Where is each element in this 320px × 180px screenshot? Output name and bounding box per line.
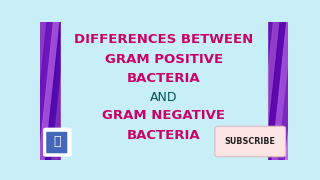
Text: GRAM POSITIVE: GRAM POSITIVE <box>105 53 223 66</box>
Polygon shape <box>272 22 298 160</box>
Text: DIFFERENCES BETWEEN: DIFFERENCES BETWEEN <box>74 33 254 46</box>
Polygon shape <box>39 22 65 160</box>
FancyBboxPatch shape <box>44 128 71 156</box>
Polygon shape <box>267 22 288 160</box>
Text: BACTERIA: BACTERIA <box>127 72 201 85</box>
Polygon shape <box>45 22 72 160</box>
Polygon shape <box>285 22 312 160</box>
Polygon shape <box>252 22 278 160</box>
Polygon shape <box>299 22 320 160</box>
Polygon shape <box>32 22 59 160</box>
Polygon shape <box>61 22 267 160</box>
Polygon shape <box>292 22 318 160</box>
Polygon shape <box>52 22 78 160</box>
Polygon shape <box>279 22 305 160</box>
Polygon shape <box>40 22 61 160</box>
FancyBboxPatch shape <box>46 132 67 153</box>
Text: 👍: 👍 <box>53 135 60 148</box>
Text: AND: AND <box>150 91 178 104</box>
Polygon shape <box>65 22 92 160</box>
Polygon shape <box>259 22 285 160</box>
Text: GRAM NEGATIVE: GRAM NEGATIVE <box>102 109 226 122</box>
Polygon shape <box>26 22 52 160</box>
Polygon shape <box>265 22 292 160</box>
Polygon shape <box>19 22 45 160</box>
Polygon shape <box>59 22 85 160</box>
Text: BACTERIA: BACTERIA <box>127 129 201 142</box>
FancyBboxPatch shape <box>215 126 285 157</box>
Text: SUBSCRIBE: SUBSCRIBE <box>225 137 276 146</box>
